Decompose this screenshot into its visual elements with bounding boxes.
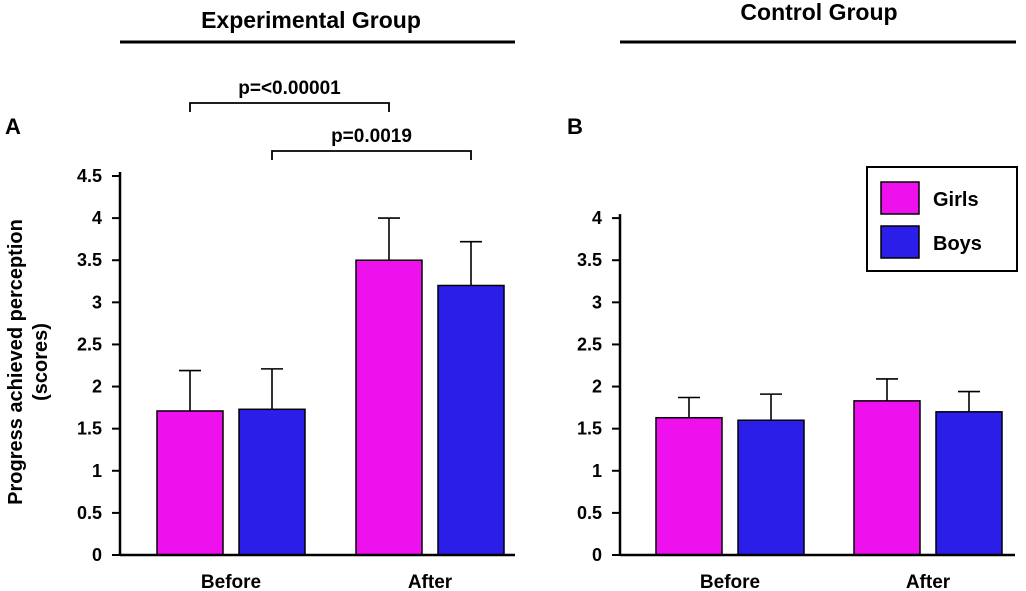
panel-b-y-tick-label: 0 <box>592 545 602 565</box>
panel-a-x-category-label-after: After <box>408 572 453 591</box>
panel-a-plot-area: 0 0.5 1 1.5 2 2.5 3 3.5 4 4.5 Before After p=<0.0000… <box>77 78 515 591</box>
panel-b-bar-after-boys <box>935 411 1003 556</box>
legend: Girls Boys <box>866 166 1018 272</box>
panel-b-y-tick-label: 2.5 <box>577 334 602 354</box>
panel-b-control-group: Control Group B 0 0.5 1 1.5 2 2.5 3 3.5 4 Before A… <box>567 0 1018 591</box>
panel-b-y-tick-label: 4 <box>592 208 602 228</box>
panel-a-y-tick-label: 0.5 <box>77 503 102 523</box>
panel-a-x-category-label-before: Before <box>201 572 261 591</box>
panel-b-x-category-label-before: Before <box>700 572 760 591</box>
panel-a-y-tick-label: 4.5 <box>77 166 102 186</box>
legend-label-boys: Boys <box>933 233 982 255</box>
panel-a-y-tick-label: 3.5 <box>77 250 102 270</box>
panel-a-y-tick-label: 4 <box>92 208 102 228</box>
panel-a-y-tick-label: 1.5 <box>77 419 102 439</box>
panel-a-title: Experimental Group <box>201 7 421 33</box>
panel-b-y-tick-label: 3.5 <box>577 250 602 270</box>
legend-label-girls: Girls <box>933 189 979 211</box>
panel-a-bar-before-boys <box>238 408 306 556</box>
panel-a-significance-label-1: p=<0.00001 <box>238 78 341 99</box>
panel-b-bar-after-girls <box>853 400 921 556</box>
panel-a-y-tick-label: 2 <box>92 377 102 397</box>
panel-a-significance-bracket-1 <box>189 102 390 112</box>
panel-b-y-tick-label: 2 <box>592 377 602 397</box>
panel-a-y-tick-label: 3 <box>92 292 102 312</box>
panel-a-significance-label-2: p=0.0019 <box>331 126 412 147</box>
panel-b-plot-area: 0 0.5 1 1.5 2 2.5 3 3.5 4 Before After <box>577 208 1015 591</box>
panel-b-y-tick-label: 1 <box>592 461 602 481</box>
panel-a-bar-before-girls <box>156 410 224 556</box>
y-axis-label-line-1: Progress achieved perception <box>5 219 27 505</box>
panel-b-title: Control Group <box>740 0 897 25</box>
panel-b-y-tick-label: 0.5 <box>577 503 602 523</box>
panel-b-y-tick-label: 1.5 <box>577 419 602 439</box>
panel-a-bar-after-boys <box>437 284 505 556</box>
panel-a-y-tick-label: 2.5 <box>77 334 102 354</box>
panel-b-bar-before-boys <box>737 419 805 556</box>
panel-b-x-category-label-after: After <box>906 572 951 591</box>
panel-b-bar-before-girls <box>655 416 723 556</box>
panel-a-significance-bracket-2 <box>271 150 472 160</box>
panel-a-y-tick-label: 0 <box>92 545 102 565</box>
panel-b-y-tick-label: 3 <box>592 292 602 312</box>
panel-b-letter: B <box>567 114 583 139</box>
panel-a-y-tick-label: 1 <box>92 461 102 481</box>
panel-a-bar-after-girls <box>355 259 423 556</box>
panel-a-letter: A <box>5 114 21 139</box>
panel-a-experimental-group: Experimental Group A Progress achieved p… <box>5 7 515 591</box>
legend-swatch-girls <box>880 181 920 215</box>
y-axis-label-line-2: (scores) <box>30 323 52 401</box>
legend-swatch-boys <box>880 225 920 259</box>
